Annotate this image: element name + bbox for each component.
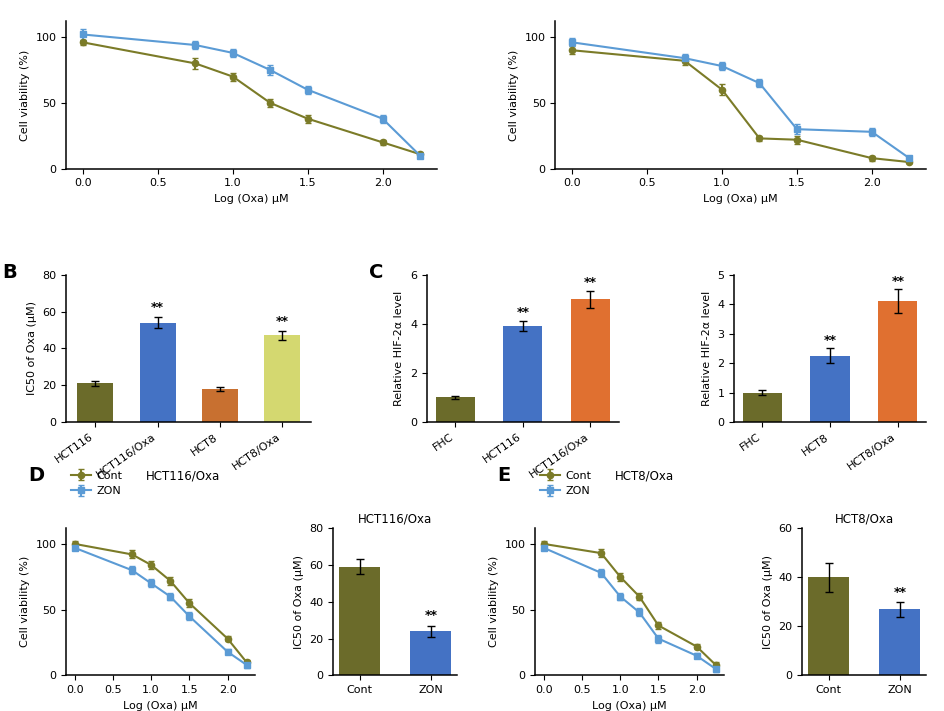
Y-axis label: IC50 of Oxa (μM): IC50 of Oxa (μM) (762, 555, 772, 649)
Y-axis label: Relative HIF-2α level: Relative HIF-2α level (394, 291, 404, 406)
Title: HCT8/Oxa: HCT8/Oxa (834, 513, 893, 525)
Text: C: C (369, 263, 383, 282)
Text: E: E (497, 466, 510, 485)
Bar (435, 397, 474, 422)
Bar (570, 299, 610, 422)
Legend: Cont, ZON: Cont, ZON (66, 466, 126, 501)
Text: **: ** (151, 301, 164, 314)
Text: **: ** (583, 276, 597, 289)
Y-axis label: Cell viability (%): Cell viability (%) (20, 556, 30, 648)
Text: **: ** (276, 315, 289, 328)
Y-axis label: Cell viability (%): Cell viability (%) (488, 556, 498, 648)
Text: B: B (3, 263, 17, 282)
Bar (339, 567, 379, 675)
Bar (877, 301, 917, 422)
Bar (202, 389, 238, 422)
Bar (742, 392, 782, 422)
Text: **: ** (890, 275, 903, 288)
Text: **: ** (424, 609, 437, 622)
Text: HCT8/Oxa: HCT8/Oxa (614, 469, 673, 482)
Legend: Cont, ZON: Cont, ZON (534, 466, 595, 501)
Y-axis label: Relative HIF-2α level: Relative HIF-2α level (701, 291, 711, 406)
X-axis label: Log (Oxa) μM: Log (Oxa) μM (124, 701, 198, 711)
Y-axis label: IC50 of Oxa (μM): IC50 of Oxa (μM) (26, 301, 37, 395)
Text: **: ** (515, 306, 529, 319)
Bar (502, 326, 542, 422)
Bar (77, 383, 113, 422)
Text: **: ** (823, 334, 835, 347)
Bar (807, 577, 849, 675)
X-axis label: Log (Oxa) μM: Log (Oxa) μM (214, 194, 289, 204)
Title: HCT116/Oxa: HCT116/Oxa (358, 513, 432, 525)
Bar (410, 631, 451, 675)
Bar (810, 356, 849, 422)
Y-axis label: IC50 of Oxa (μM): IC50 of Oxa (μM) (294, 555, 304, 649)
Text: D: D (28, 466, 44, 485)
Y-axis label: Cell viability (%): Cell viability (%) (509, 49, 518, 141)
Text: **: ** (892, 587, 905, 599)
Y-axis label: Cell viability (%): Cell viability (%) (20, 49, 30, 141)
Text: HCT116/Oxa: HCT116/Oxa (145, 469, 220, 482)
Bar (140, 323, 176, 422)
X-axis label: Log (Oxa) μM: Log (Oxa) μM (702, 194, 777, 204)
Bar (264, 336, 300, 422)
X-axis label: Log (Oxa) μM: Log (Oxa) μM (592, 701, 666, 711)
Bar (878, 609, 919, 675)
